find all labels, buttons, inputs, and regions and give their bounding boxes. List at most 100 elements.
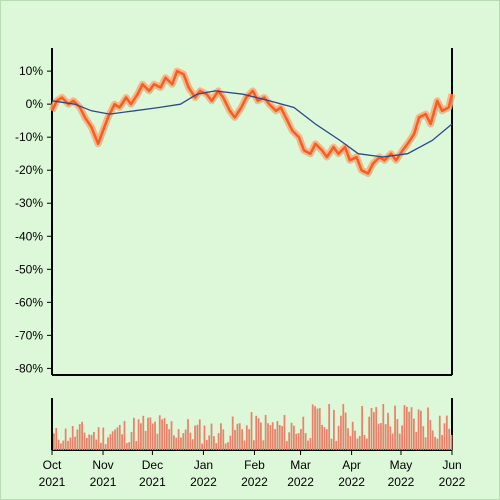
x-tick-label-month: May bbox=[390, 458, 413, 472]
y-tick-label: 0% bbox=[26, 97, 44, 111]
volume-bar bbox=[330, 438, 333, 450]
volume-bar bbox=[196, 424, 199, 450]
volume-bar bbox=[125, 443, 128, 450]
volume-bar bbox=[445, 415, 448, 450]
volume-bar bbox=[137, 419, 140, 450]
volume-bar bbox=[304, 433, 307, 450]
moving-average-line bbox=[51, 90, 453, 158]
volume-bar bbox=[116, 427, 119, 450]
volume-bar bbox=[363, 435, 366, 450]
volume-bar bbox=[297, 433, 300, 450]
volume-bar bbox=[142, 415, 145, 450]
volume-bar bbox=[365, 438, 368, 450]
volume-bar bbox=[269, 425, 272, 450]
volume-bar bbox=[333, 409, 335, 450]
volume-bar bbox=[389, 426, 392, 450]
volume-bar bbox=[149, 417, 152, 450]
y-tick-label: -60% bbox=[15, 295, 43, 309]
y-tick-label: -80% bbox=[15, 361, 43, 375]
volume-bar bbox=[241, 429, 243, 450]
x-tick-label-month: Jun bbox=[442, 458, 461, 472]
volume-bar bbox=[340, 415, 342, 450]
x-tick-label-month: Oct bbox=[43, 458, 62, 472]
volume-bar bbox=[53, 433, 55, 450]
y-tick-label: -70% bbox=[15, 328, 43, 342]
volume-bar bbox=[114, 429, 116, 450]
volume-bar bbox=[222, 429, 225, 450]
volume-bar bbox=[302, 416, 305, 450]
volume-bar bbox=[307, 440, 309, 450]
volume-bar bbox=[173, 435, 175, 450]
volume-bar bbox=[184, 429, 187, 450]
volume-bar bbox=[314, 406, 316, 450]
y-tick-label: -20% bbox=[15, 163, 43, 177]
volume-bar bbox=[187, 419, 189, 450]
volume-bar bbox=[85, 438, 88, 450]
volume-bar bbox=[236, 423, 239, 450]
volume-bar bbox=[189, 432, 192, 450]
volume-bar bbox=[382, 404, 385, 450]
volume-bar bbox=[133, 417, 135, 450]
volume-bar bbox=[191, 439, 194, 450]
volume-bar bbox=[135, 441, 138, 450]
volume-bar bbox=[255, 415, 258, 450]
volume-bar bbox=[102, 427, 105, 450]
volume-bar bbox=[60, 443, 62, 450]
volume-bar bbox=[182, 433, 185, 450]
volume-bar bbox=[248, 429, 251, 450]
volume-bar bbox=[431, 430, 434, 450]
volume-bar bbox=[62, 440, 65, 450]
x-tick-label-month: Jan bbox=[194, 458, 213, 472]
volume-bar bbox=[253, 440, 255, 450]
x-tick-label-year: 2022 bbox=[241, 475, 268, 489]
volume-bar bbox=[342, 404, 345, 450]
volume-bar bbox=[384, 424, 387, 450]
volume-bar bbox=[210, 423, 213, 450]
volume-bar bbox=[450, 434, 453, 450]
y-tick-label: -10% bbox=[15, 130, 43, 144]
volume-bar bbox=[290, 422, 293, 450]
volume-bar bbox=[370, 408, 373, 450]
volume-bar bbox=[422, 426, 425, 450]
volume-bar bbox=[64, 428, 67, 450]
volume-bar bbox=[205, 439, 208, 450]
volume-bar bbox=[243, 440, 246, 450]
volume-bar bbox=[448, 428, 451, 450]
volume-bar bbox=[321, 424, 323, 450]
volume-bar bbox=[427, 407, 429, 450]
volume-bar bbox=[163, 418, 166, 450]
volume-bar bbox=[311, 404, 314, 450]
volume-bar bbox=[201, 443, 203, 450]
volume-bar bbox=[325, 429, 328, 450]
volume-bar bbox=[156, 433, 159, 450]
volume-bar bbox=[264, 415, 267, 450]
volume-bar bbox=[144, 431, 147, 450]
volume-bar bbox=[408, 411, 411, 450]
x-tick-label-month: Dec bbox=[142, 458, 163, 472]
volume-bar bbox=[198, 419, 201, 450]
price-axes: 10% 0% -10% -20% -30% -40% -50% -60% -70% -80% bbox=[15, 48, 453, 376]
volume-bar bbox=[295, 433, 298, 450]
volume-bar bbox=[227, 442, 229, 450]
volume-panel: Oct 2021 Nov 2021 Dec 2021 Jan 2022 Feb 2022 Mar 20… bbox=[39, 398, 466, 489]
price-range-band bbox=[48, 67, 456, 177]
x-tick-label-year: 2022 bbox=[439, 475, 466, 489]
volume-bar bbox=[215, 443, 218, 450]
volume-bar bbox=[344, 412, 347, 450]
volume-bar bbox=[213, 436, 215, 450]
volume-bar bbox=[220, 423, 222, 450]
volume-bar bbox=[161, 419, 163, 450]
volume-bar bbox=[231, 416, 234, 450]
volume-bar bbox=[118, 424, 121, 450]
volume-bar bbox=[170, 421, 173, 450]
volume-bar bbox=[168, 429, 171, 450]
volume-bar bbox=[283, 415, 286, 450]
volume-bar bbox=[121, 434, 123, 450]
volume-bar bbox=[224, 443, 227, 450]
volume-bar bbox=[443, 423, 446, 450]
x-tick-label-year: 2022 bbox=[287, 475, 314, 489]
volume-bar bbox=[180, 437, 182, 450]
volume-bar bbox=[130, 431, 133, 450]
volume-bar bbox=[175, 437, 178, 450]
volume-bar bbox=[429, 420, 432, 450]
